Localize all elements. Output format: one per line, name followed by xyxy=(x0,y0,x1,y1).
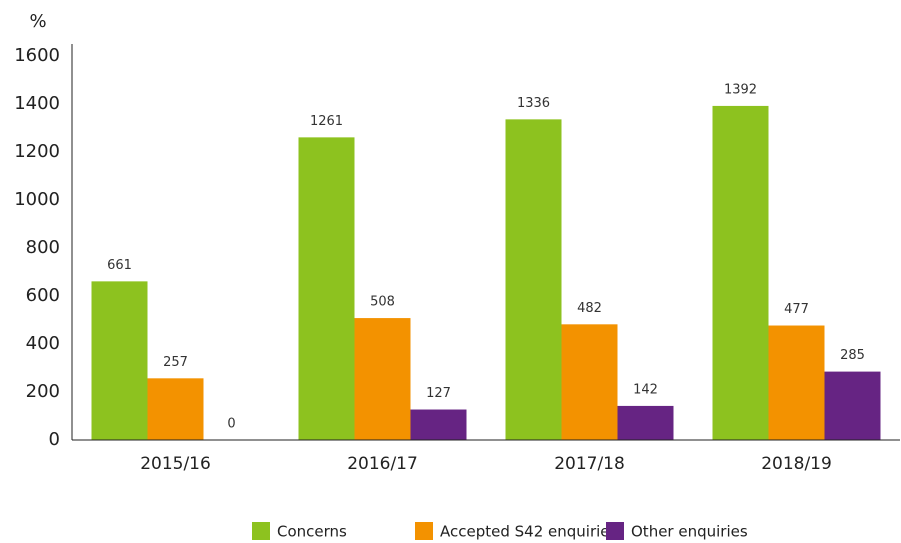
value-label: 661 xyxy=(107,258,132,273)
bar xyxy=(712,105,769,441)
y-tick-label: 0 xyxy=(49,429,60,450)
value-label: 285 xyxy=(840,348,865,363)
value-label: 508 xyxy=(370,295,395,310)
y-tick-label: 600 xyxy=(26,285,60,306)
legend-swatch xyxy=(606,522,624,540)
bar xyxy=(561,324,618,440)
x-tick-label: 2015/16 xyxy=(140,454,211,474)
value-label: 0 xyxy=(227,417,235,432)
bar xyxy=(824,371,881,440)
bar xyxy=(410,409,467,440)
y-tick-label: 200 xyxy=(26,381,60,402)
bar xyxy=(298,137,355,441)
y-tick-label: 400 xyxy=(26,333,60,354)
y-tick-label: 1600 xyxy=(14,45,60,66)
value-label: 1261 xyxy=(310,114,343,129)
value-label: 127 xyxy=(426,386,451,401)
bar xyxy=(617,405,674,440)
value-label: 477 xyxy=(784,302,809,317)
bar xyxy=(91,281,148,440)
bar xyxy=(505,119,562,441)
legend-label: Accepted S42 enquiries xyxy=(440,523,618,541)
y-tick-label: 1000 xyxy=(14,189,60,210)
legend-label: Other enquiries xyxy=(631,523,748,541)
value-label: 1336 xyxy=(517,96,550,111)
value-label: 257 xyxy=(163,355,188,370)
bar xyxy=(147,378,204,440)
y-tick-label: 1400 xyxy=(14,93,60,114)
bar xyxy=(354,318,411,440)
x-tick-label: 2018/19 xyxy=(761,454,832,474)
value-label: 1392 xyxy=(724,82,757,97)
legend-label: Concerns xyxy=(277,523,347,541)
y-tick-label: 1200 xyxy=(14,141,60,162)
x-tick-label: 2016/17 xyxy=(347,454,418,474)
y-axis-label: % xyxy=(29,11,46,32)
value-label: 482 xyxy=(577,301,602,316)
legend-swatch xyxy=(252,522,270,540)
legend-swatch xyxy=(415,522,433,540)
x-tick-label: 2017/18 xyxy=(554,454,625,474)
bar xyxy=(768,325,825,440)
value-label: 142 xyxy=(633,382,658,397)
y-tick-label: 800 xyxy=(26,237,60,258)
